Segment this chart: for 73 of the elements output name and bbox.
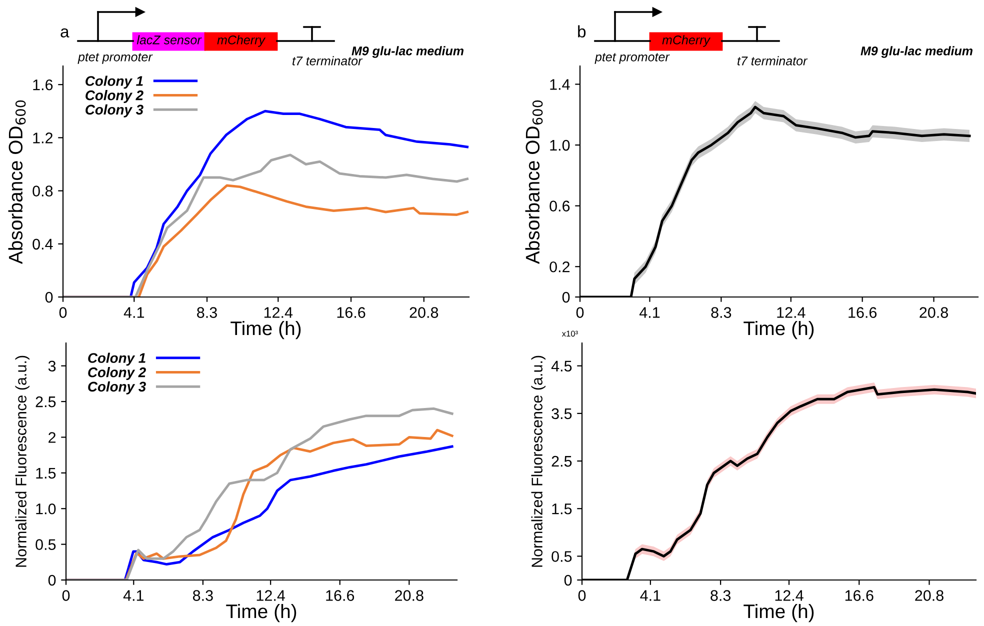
y-tick-label: 0.8 [32,186,53,196]
y-tick-label: 0 [45,292,53,303]
text: t7 terminator [292,56,363,66]
x-axis-title: Time (h) [744,604,814,622]
x-tick-label: 8.3 [711,307,732,318]
y-axis-title: Normalized Fluorescence (a.u.) [15,356,30,567]
x-axis-title: Time (h) [744,320,814,340]
text: t7 terminator [738,56,808,66]
y-tick-label: 0.4 [32,238,53,250]
x-tick-label: 0 [62,590,70,601]
y-tick-label: 1.2 [33,132,53,144]
y-tick-label: 0.5 [552,551,572,562]
text: ptet promoter [594,53,670,64]
text: b [578,25,586,38]
y-tick-label: 1.6 [33,79,53,90]
y-tick-label: 0 [48,574,56,586]
y-tick-label: 1.5 [36,468,56,479]
x-tick-label: 0 [576,307,584,318]
x-axis-title: Time (h) [226,604,296,622]
legend-label: Colony 1 [86,76,143,89]
x-tick-label: 16.6 [337,307,366,318]
text: ptet promoter [78,53,153,64]
y-tick-label: 1.5 [552,504,572,514]
y-tick-label: 0.2 [550,261,570,272]
x-tick-label: 20.8 [395,590,424,601]
x-tick-label: 16.6 [326,590,354,601]
text: a [60,28,70,38]
y-tick-label: 4.5 [551,360,572,372]
x-tick-label: 16.6 [848,307,877,318]
legend-label: Colony 2 [88,367,146,380]
x-tick-label: 8.3 [710,590,731,601]
x-tick-label: 20.8 [920,307,948,318]
y-tick-label: 2 [48,432,56,443]
y-tick-label: 0.5 [36,539,56,550]
x-tick-label: 12.4 [256,590,285,601]
text: M9 glu-lac medium [860,46,972,58]
y-tick-label: 0 [564,574,572,586]
y-tick-label: 1.4 [550,79,570,90]
x-tick-label: 0 [59,307,67,318]
text: mCherry [662,35,711,47]
legend-label: Colony 3 [88,381,146,394]
y-tick-label: 3 [48,360,56,372]
text: x10³ [562,330,578,337]
legend-label: Colony 1 [88,352,146,366]
x-tick-label: 4.1 [123,590,144,601]
x-tick-label: 20.8 [915,590,944,601]
x-tick-label: 4.1 [640,590,660,601]
y-tick-label: 3.5 [552,408,572,420]
x-tick-label: 16.6 [845,590,874,601]
x-tick-label: 8.3 [197,307,217,318]
y-tick-label: 1.0 [36,503,56,514]
x-tick-label: 12.4 [777,307,806,318]
text: mCherry [217,35,266,47]
x-tick-label: 12.4 [264,307,293,318]
x-tick-label: 4.1 [124,307,144,318]
x-tick-label: 12.4 [775,590,804,601]
y-tick-label: 0 [562,292,570,303]
y-tick-label: 2.5 [552,456,572,467]
x-tick-label: 20.8 [410,307,438,318]
x-tick-label: 4.1 [639,307,660,318]
text: lacZ sensor [136,35,202,44]
legend-label: Colony 3 [86,104,144,118]
y-tick-label: 2.5 [36,396,56,408]
y-axis-title: Normalized Fluorescence (a.u.) [531,356,546,567]
y-axis-title: Absorbance OD$_{600}$ [8,100,26,264]
y-tick-label: 1.0 [550,140,570,151]
y-tick-label: 0.6 [550,200,570,212]
legend-label: Colony 2 [86,90,144,104]
x-tick-label: 0 [578,590,586,601]
y-axis-title: Absorbance OD$_{600}$ [525,100,543,264]
x-axis-title: Time (h) [230,320,301,340]
text: M9 glu-lac medium [352,46,464,58]
x-tick-label: 8.3 [192,590,213,601]
